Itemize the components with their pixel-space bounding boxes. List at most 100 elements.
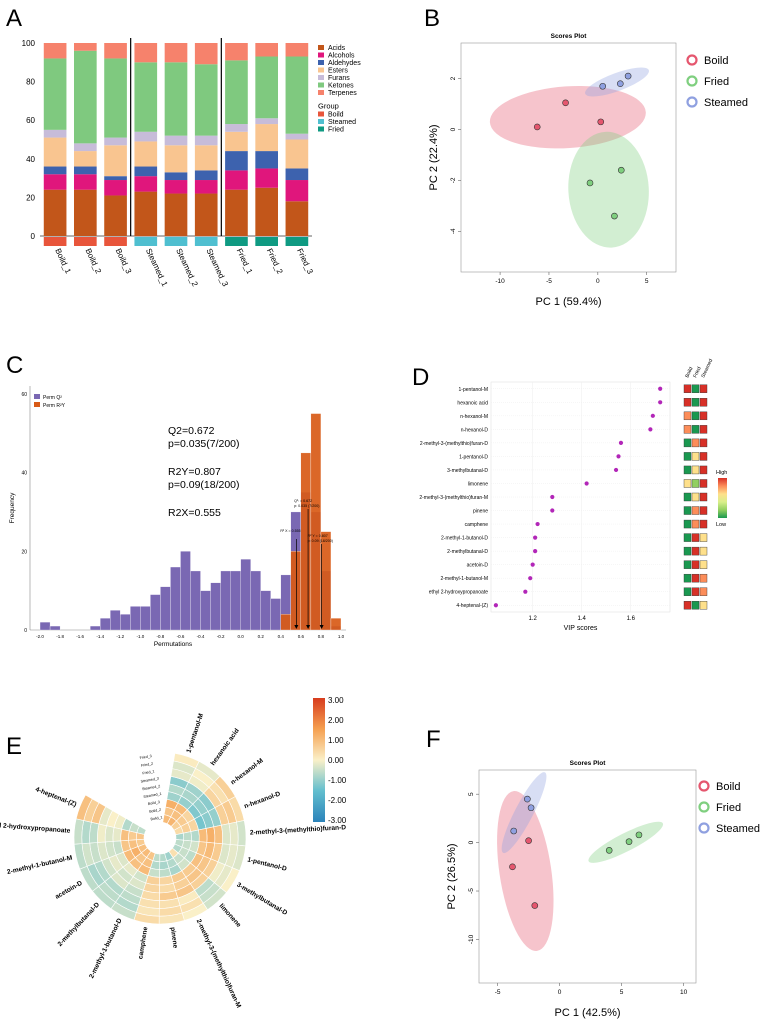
legend-label: Terpenes — [328, 90, 357, 97]
bar-segment-acids — [164, 193, 188, 236]
segment-label: ethyl 2-hydroxypropanoate — [0, 821, 71, 835]
heat-cell — [699, 587, 708, 596]
bar-segment-alcohols — [285, 180, 309, 202]
bar-segment-esters — [285, 139, 309, 169]
segment-label: 2-methyl-3-(methylthio)furan-M — [195, 918, 243, 1009]
vip-point — [648, 427, 653, 432]
panel-f-pca-scores: Scores Plot -5 0 5 10 5 0 -5 -10 PC 1 (42.5%) PC 2… — [446, 760, 760, 1019]
bar-segment-furans — [194, 135, 218, 146]
confidence-ellipse-fried — [588, 821, 664, 863]
heat-cell — [699, 492, 708, 502]
score-point-steamed — [624, 72, 632, 80]
bar-segment-alcohols — [225, 170, 248, 190]
bar-segment-acids — [104, 195, 127, 236]
bar-segment-alcohols — [43, 174, 67, 190]
histogram-bar — [250, 570, 261, 631]
heat-cell — [691, 452, 700, 461]
x-tick-label: -1.0 — [136, 634, 144, 639]
heat-cell — [683, 425, 692, 434]
score-point-boild — [597, 118, 605, 126]
legend-label: Aldehydes — [328, 60, 361, 67]
vip-label: camphene — [465, 522, 489, 528]
histogram-bar — [330, 618, 342, 631]
heat-cell — [683, 479, 692, 488]
x-axis-label: PC 1 (42.5%) — [554, 1007, 620, 1019]
x-tick-label: Boild_1 — [53, 247, 73, 275]
group-strip — [285, 237, 309, 246]
heat-cell — [691, 411, 700, 421]
bar-segment-acids — [255, 187, 278, 236]
y-tick-label: 100 — [22, 39, 36, 48]
legend-marker — [698, 801, 710, 813]
annotation-r2y-p: p=0.09(18/200) — [168, 479, 240, 491]
group-strip — [164, 237, 188, 246]
score-point-fried — [635, 831, 643, 839]
heat-cell — [699, 479, 708, 488]
bar-segment-ketones — [255, 56, 278, 119]
bar-segment-furans — [285, 133, 309, 140]
heat-cell — [691, 506, 700, 515]
histogram-bar — [280, 614, 291, 631]
heatmap-cell — [104, 825, 115, 843]
y-tick-label: 40 — [21, 471, 27, 477]
histogram-bar — [39, 621, 51, 631]
segment-label: n-hexanol-D — [243, 790, 281, 810]
heatmap-cell — [190, 829, 200, 842]
bar-segment-terpenes — [134, 43, 158, 63]
legend-swatch — [318, 60, 324, 65]
bar-segment-ketones — [74, 50, 97, 144]
plot-title: Scores Plot — [551, 33, 588, 40]
y-tick-label: 0 — [31, 232, 36, 241]
heat-cell — [691, 425, 700, 434]
bar-segment-acids — [43, 189, 67, 236]
panel-d-vip-plot: 1.2 1.4 1.6 VIP scores 1-pentanol-M hexanoic … — [419, 358, 727, 632]
segment-label: 1-pentanol-D — [246, 856, 287, 872]
vip-point — [550, 494, 555, 500]
vip-label: acetoin-D — [467, 563, 489, 569]
heatmap-cell — [75, 794, 93, 821]
bar-segment-acids — [225, 189, 248, 236]
histogram-bar — [190, 570, 201, 631]
vip-label: 2-methyl-3-(methylthio)furan-M — [419, 495, 488, 501]
score-point-boild — [525, 837, 532, 844]
heatmap-cell — [175, 832, 185, 841]
histogram-bar — [150, 594, 161, 631]
y-tick-label: 0 — [468, 840, 475, 844]
legend-marker — [698, 780, 710, 792]
x-tick-label: -5 — [546, 278, 552, 285]
heat-cell — [691, 560, 700, 569]
bar-segment-furans — [255, 118, 278, 125]
x-tick-label: -5 — [495, 989, 501, 996]
histogram-bar — [240, 559, 251, 631]
bar-segment-furans — [104, 137, 127, 146]
score-point-fried — [611, 212, 618, 220]
histogram-bar — [49, 625, 61, 631]
x-tick-label: 0.2 — [258, 634, 265, 639]
legend-label: Perm R²Y — [43, 403, 66, 409]
histogram-bar — [120, 614, 131, 631]
heat-cell — [691, 533, 700, 542]
heat-cell — [683, 546, 692, 556]
bar-segment-alcohols — [255, 168, 278, 188]
segment-label: camphene — [137, 926, 149, 960]
y-tick-label: 60 — [26, 116, 35, 125]
legend-swatch — [318, 82, 324, 88]
bar-segment-esters — [74, 151, 97, 167]
histogram-bar — [220, 570, 231, 631]
bar-segment-furans — [43, 129, 67, 138]
group-strip — [194, 237, 218, 246]
heat-cell — [691, 465, 700, 475]
bar-segment-terpenes — [74, 43, 97, 51]
bar-segment-alcohols — [164, 180, 188, 194]
observed-value-arrow — [294, 625, 299, 629]
ring-label: Steamed_1 — [143, 792, 162, 799]
x-tick-label: Fried_1 — [235, 247, 255, 276]
vip-label: 3-methylbutanal-D — [447, 468, 488, 474]
y-tick-label: -5 — [468, 888, 475, 894]
histogram-bar — [100, 618, 111, 631]
x-tick-label: Steamed_1 — [144, 247, 170, 288]
legend-label: Steamed — [328, 119, 356, 126]
score-point-steamed — [524, 795, 531, 803]
y-tick-label: 0 — [24, 628, 27, 634]
score-point-boild — [533, 123, 541, 131]
